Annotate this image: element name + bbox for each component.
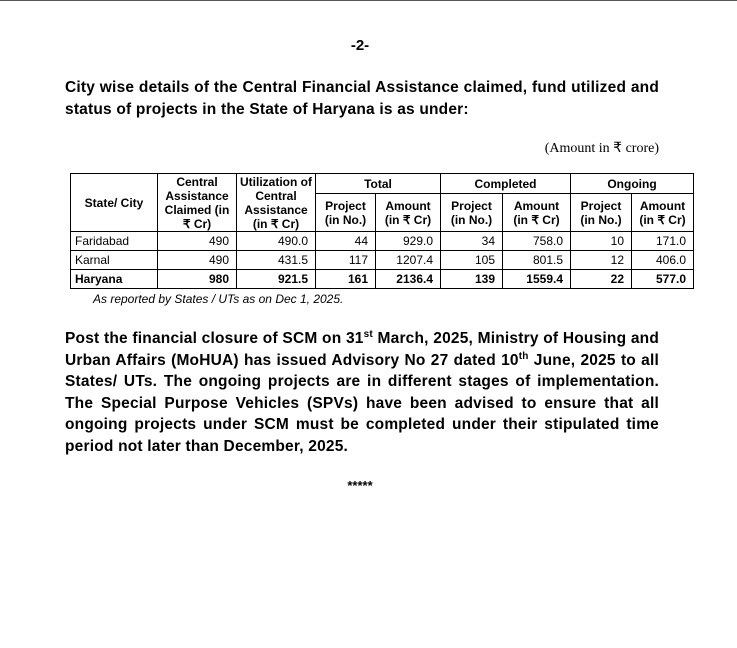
table-cell: 34 bbox=[440, 231, 503, 251]
heading: City wise details of the Central Financi… bbox=[65, 79, 659, 118]
header-cell: Project (in No.) bbox=[570, 193, 632, 232]
superscript: th bbox=[518, 350, 529, 362]
table-row: Haryana 980 921.5 161 2136.4 139 1559.4 22 577.0 bbox=[70, 269, 694, 289]
header-cell: Amount (in ₹ Cr) bbox=[631, 193, 694, 232]
table-cell: 490.0 bbox=[236, 231, 316, 251]
closing-mark: ***** bbox=[347, 478, 373, 493]
header-cell: Project (in No.) bbox=[315, 193, 376, 232]
table-cell: 577.0 bbox=[631, 269, 694, 289]
table-cell: 1207.4 bbox=[375, 250, 441, 270]
text: Post the financial closure of SCM on 31 bbox=[65, 330, 364, 347]
footnote: As reported by States / UTs as on Dec 1,… bbox=[93, 292, 344, 306]
table-cell: 139 bbox=[440, 269, 503, 289]
table-cell: Haryana bbox=[70, 269, 158, 289]
header-cell: Central Assistance Claimed (in ₹ Cr) bbox=[157, 173, 237, 232]
header-cell: Amount (in ₹ Cr) bbox=[502, 193, 571, 232]
top-rule bbox=[0, 0, 737, 1]
table-cell: 490 bbox=[157, 250, 237, 270]
table-cell: 22 bbox=[570, 269, 632, 289]
table-cell: 490 bbox=[157, 231, 237, 251]
table-cell: 929.0 bbox=[375, 231, 441, 251]
table-cell: 921.5 bbox=[236, 269, 316, 289]
header-cell: Amount (in ₹ Cr) bbox=[375, 193, 441, 232]
header-cell: Project (in No.) bbox=[440, 193, 503, 232]
table-cell: 2136.4 bbox=[375, 269, 441, 289]
table-row: Karnal 490 431.5 117 1207.4 105 801.5 12 406.0 bbox=[70, 250, 694, 270]
table-cell: Faridabad bbox=[70, 231, 158, 251]
table-cell: 44 bbox=[315, 231, 376, 251]
paragraph: Post the financial closure of SCM on 31s… bbox=[65, 328, 659, 458]
table-cell: 171.0 bbox=[631, 231, 694, 251]
table-cell: 758.0 bbox=[502, 231, 571, 251]
table-cell: 105 bbox=[440, 250, 503, 270]
header-cell: State/ City bbox=[70, 173, 158, 232]
table-cell: Karnal bbox=[70, 250, 158, 270]
superscript: st bbox=[363, 328, 373, 340]
data-table: State/ City Central Assistance Claimed (… bbox=[70, 173, 694, 289]
table-cell: 431.5 bbox=[236, 250, 316, 270]
table-cell: 980 bbox=[157, 269, 237, 289]
unit-note: (Amount in ₹ crore) bbox=[544, 141, 659, 156]
table-cell: 1559.4 bbox=[502, 269, 571, 289]
table-cell: 161 bbox=[315, 269, 376, 289]
header-cell: Ongoing bbox=[570, 173, 694, 194]
header-cell: Utilization of Central Assistance (in ₹ … bbox=[236, 173, 316, 232]
table-cell: 801.5 bbox=[502, 250, 571, 270]
table-cell: 10 bbox=[570, 231, 632, 251]
header-cell: Completed bbox=[440, 173, 571, 194]
header-cell: Total bbox=[315, 173, 441, 194]
table-cell: 12 bbox=[570, 250, 632, 270]
text: March, 2025, Ministry of Housing and Urb… bbox=[65, 330, 660, 369]
table-cell: 117 bbox=[315, 250, 376, 270]
page-number: -2- bbox=[350, 37, 370, 54]
text: June, 2025 to all States/ UTs. The ongoi… bbox=[65, 351, 660, 455]
table-cell: 406.0 bbox=[631, 250, 694, 270]
table-row: Faridabad 490 490.0 44 929.0 34 758.0 10 171.0 bbox=[70, 231, 694, 251]
